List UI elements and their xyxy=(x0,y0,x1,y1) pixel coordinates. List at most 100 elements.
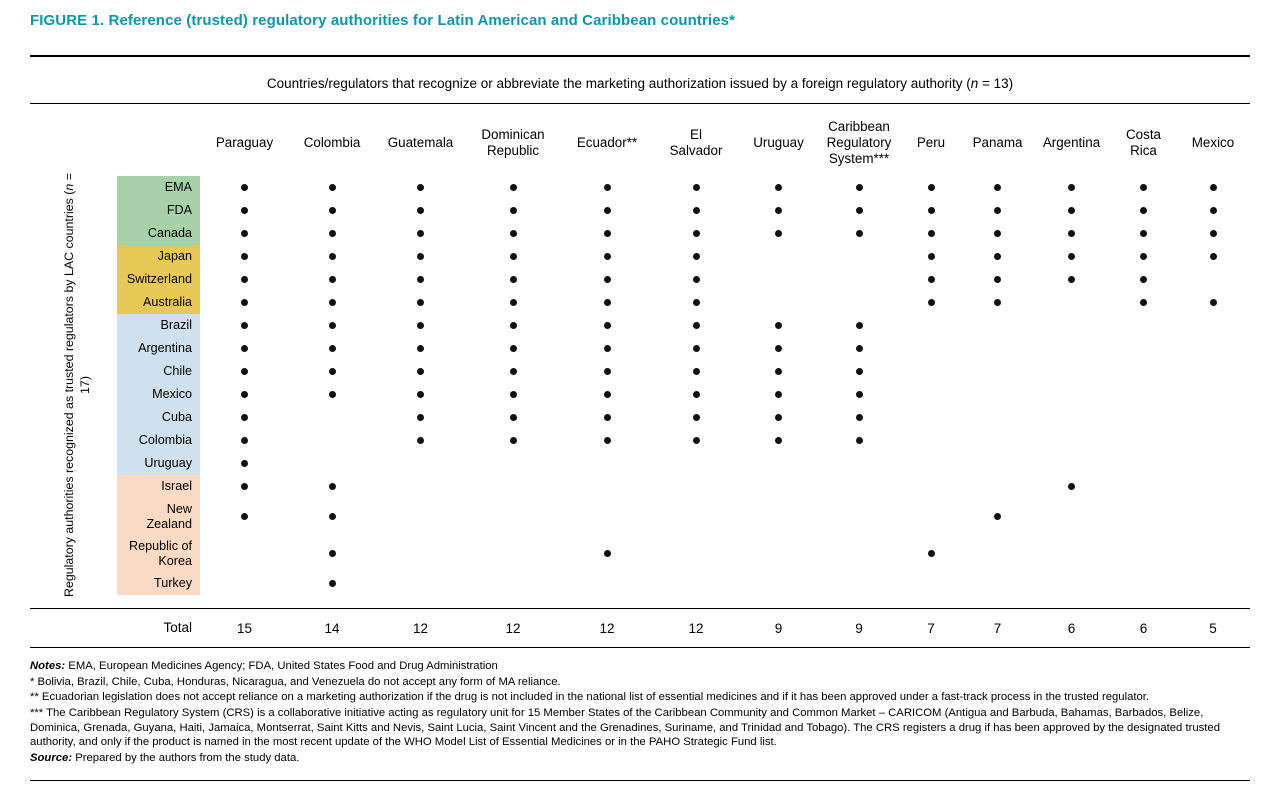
cell-colombia-guatemala xyxy=(375,429,466,452)
dot-icon xyxy=(603,437,611,444)
cell-chile-colombia xyxy=(289,360,375,383)
cell-empty xyxy=(654,452,738,475)
dot-icon xyxy=(328,513,336,520)
cell-colombia-caribbean-regulatory-system xyxy=(819,429,899,452)
dot-icon xyxy=(692,345,700,352)
dot-icon xyxy=(927,207,935,214)
cell-canada-paraguay xyxy=(200,222,289,245)
dot-icon xyxy=(241,276,248,283)
row-label-chile: Chile xyxy=(117,360,200,383)
cell-colombia-dominican-republic xyxy=(466,429,560,452)
cell-empty xyxy=(289,429,375,452)
corner-spacer-rowlabels xyxy=(117,110,200,176)
cell-japan-mexico xyxy=(1176,245,1250,268)
dot-icon xyxy=(1209,230,1217,237)
total-uruguay: 9 xyxy=(774,620,783,636)
cell-ema-costa-rica xyxy=(1111,176,1176,199)
dot-icon xyxy=(241,513,248,520)
axis-spacer xyxy=(30,222,117,245)
dot-icon xyxy=(509,299,517,306)
cell-empty xyxy=(466,572,560,595)
cell-fda-caribbean-regulatory-system xyxy=(819,199,899,222)
cell-ema-argentina xyxy=(1032,176,1111,199)
cell-mexico-guatemala xyxy=(375,383,466,406)
dot-icon xyxy=(241,253,248,260)
dot-icon xyxy=(1140,230,1147,237)
dot-icon xyxy=(775,345,782,352)
cell-fda-mexico xyxy=(1176,199,1250,222)
cell-empty xyxy=(899,475,963,498)
cell-empty xyxy=(1176,535,1250,572)
row-label-switzerland: Switzerland xyxy=(117,268,200,291)
dot-icon xyxy=(692,391,700,398)
dot-icon xyxy=(692,207,700,214)
dot-icon xyxy=(692,368,700,375)
cell-switzerland-paraguay xyxy=(200,268,289,291)
total-paraguay: 15 xyxy=(236,620,253,636)
cell-turkey-colombia xyxy=(289,572,375,595)
dot-icon xyxy=(1068,276,1075,283)
axis-spacer xyxy=(30,498,117,535)
cell-empty xyxy=(819,572,899,595)
dot-icon xyxy=(994,253,1001,260)
dot-icon xyxy=(509,391,517,398)
dot-icon xyxy=(855,207,863,214)
note-text-1: EMA, European Medicines Agency; FDA, Uni… xyxy=(65,660,498,672)
dot-icon xyxy=(328,580,336,587)
dot-icon xyxy=(509,230,517,237)
cell-empty xyxy=(654,498,738,535)
cell-empty xyxy=(963,475,1032,498)
axis-spacer xyxy=(30,475,117,498)
cell-japan-panama xyxy=(963,245,1032,268)
cell-empty xyxy=(819,535,899,572)
dot-icon xyxy=(328,483,336,490)
dot-icon xyxy=(692,437,700,444)
total-panama: 7 xyxy=(993,620,1002,636)
cell-empty xyxy=(1111,314,1176,337)
dot-icon xyxy=(692,184,700,191)
cell-empty xyxy=(1176,406,1250,429)
dot-icon xyxy=(328,276,336,283)
cell-ema-uruguay xyxy=(738,176,819,199)
dot-icon xyxy=(692,299,700,306)
cell-brazil-caribbean-regulatory-system xyxy=(819,314,899,337)
dot-icon xyxy=(328,299,336,306)
axis-spacer xyxy=(30,429,117,452)
dot-icon xyxy=(855,414,863,421)
notes-label: Notes: xyxy=(30,660,66,672)
cell-empty xyxy=(738,245,819,268)
dot-icon xyxy=(775,184,782,191)
cell-cuba-dominican-republic xyxy=(466,406,560,429)
dot-icon xyxy=(855,322,863,329)
cell-switzerland-peru xyxy=(899,268,963,291)
dot-icon xyxy=(328,230,336,237)
note-line-3: ** Ecuadorian legislation does not accep… xyxy=(30,690,1250,705)
dot-icon xyxy=(241,460,248,467)
cell-empty xyxy=(963,383,1032,406)
dot-icon xyxy=(1209,299,1217,306)
cell-fda-paraguay xyxy=(200,199,289,222)
cell-empty xyxy=(466,535,560,572)
cell-empty xyxy=(560,572,654,595)
dot-icon xyxy=(775,391,782,398)
cell-canada-uruguay xyxy=(738,222,819,245)
column-header-guatemala: Guatemala xyxy=(387,135,454,151)
axis-spacer xyxy=(30,337,117,360)
cell-empty xyxy=(819,245,899,268)
cell-empty xyxy=(738,291,819,314)
row-label-ema: EMA xyxy=(117,176,200,199)
cell-japan-paraguay xyxy=(200,245,289,268)
dot-icon xyxy=(775,414,782,421)
dot-icon xyxy=(328,391,336,398)
cell-japan-peru xyxy=(899,245,963,268)
axis-spacer xyxy=(30,245,117,268)
cell-fda-peru xyxy=(899,199,963,222)
cell-australia-paraguay xyxy=(200,291,289,314)
cell-fda-costa-rica xyxy=(1111,199,1176,222)
cell-empty xyxy=(1032,572,1111,595)
cell-fda-dominican-republic xyxy=(466,199,560,222)
cell-switzerland-guatemala xyxy=(375,268,466,291)
cell-mexico-paraguay xyxy=(200,383,289,406)
cell-brazil-ecuador xyxy=(560,314,654,337)
